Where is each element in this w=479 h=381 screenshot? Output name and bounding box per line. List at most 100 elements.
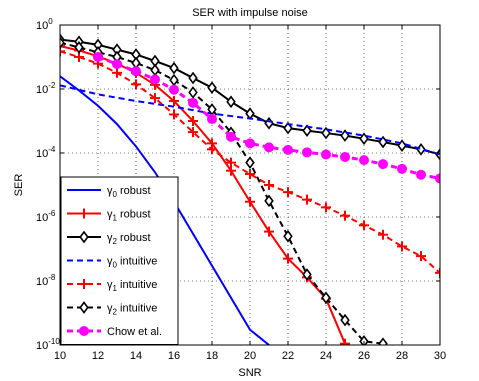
data-point [169,84,179,95]
x-tick-label: 12 [92,350,104,362]
legend-label: γ0 robust [107,185,151,199]
data-point [226,95,236,109]
data-point [245,196,255,207]
data-point [264,180,274,190]
data-point [264,194,274,208]
data-point [79,326,89,336]
legend: γ0 robust γ1 robust γ2 robust γ0 intuitive γ… [60,176,179,345]
data-point [283,121,293,135]
data-point [302,124,312,137]
x-tick-label: 16 [168,350,180,362]
data-point [359,220,369,231]
data-point [378,229,388,240]
data-point [207,114,217,125]
data-point [340,313,350,327]
data-point [79,230,89,244]
legend-entry: γ1 robust [67,208,151,223]
x-tick-label: 14 [130,350,142,362]
data-point [112,59,122,70]
x-tick-label: 22 [282,350,294,362]
data-point [435,267,440,278]
series-layer [60,33,440,345]
data-point [283,144,293,155]
data-point [188,97,198,108]
data-point [283,253,293,264]
chart-title: SER with impulse noise [192,7,308,19]
x-axis-label: SNR [238,367,261,379]
y-tick-label: 10-2 [36,81,56,96]
data-point [188,127,198,138]
data-point [397,163,407,174]
y-tick-label: 10-6 [36,209,56,224]
data-point [321,202,331,213]
data-point [226,131,236,142]
legend-entry: γ2 robust [67,230,151,246]
data-point [60,41,65,52]
data-point [131,66,141,77]
legend-label: γ2 intuitive [107,303,157,317]
x-tick-label: 30 [434,350,446,362]
x-tick-label: 18 [206,350,218,362]
series-chow-et-al- [93,52,440,184]
data-point [93,52,103,62]
data-point [340,151,350,162]
legend-entry: γ0 intuitive [67,256,157,270]
legend-entry: γ1 intuitive [67,279,157,293]
series-line [60,45,346,345]
data-point [150,63,160,77]
data-point [302,268,312,281]
data-point [416,251,426,262]
data-point [359,335,369,345]
series--1-intuitive [60,46,440,278]
data-point [188,116,198,126]
data-point [302,147,312,158]
data-point [264,142,274,153]
data-point [226,157,236,168]
data-point [302,194,312,205]
x-tick-label: 26 [358,350,370,362]
data-point [283,229,293,243]
y-tick-label: 10-10 [36,337,60,352]
data-point [60,36,65,50]
data-point [131,79,141,90]
data-point [378,159,388,170]
y-tick-label: 10-4 [36,145,56,160]
data-point [378,337,388,345]
data-point [340,210,350,221]
data-point [150,74,160,85]
legend-label: γ1 robust [107,209,151,223]
legend-label: γ2 robust [107,232,151,246]
data-point [207,81,217,95]
data-point [245,138,255,149]
data-point [112,67,122,78]
data-point [188,71,198,85]
x-tick-label: 20 [244,350,256,362]
data-point [169,61,179,75]
data-point [359,155,369,166]
data-point [60,46,65,57]
data-point [416,143,426,156]
series--0-intuitive [60,84,440,156]
x-tick-label: 10 [54,350,66,362]
data-point [245,169,255,180]
data-point [207,144,217,155]
data-point [416,169,426,180]
data-point [321,291,331,305]
series-line [60,84,440,156]
data-point [79,208,89,219]
axis-ticks: 10 12 14 16 18 20 22 24 26 28 30 100 10-2 10-4 10-6 10-… [36,17,446,362]
x-tick-label: 28 [396,350,408,362]
y-axis-label: SER [13,174,25,197]
data-point [79,279,89,289]
data-point [169,96,179,107]
data-point [264,116,274,130]
data-point [150,93,160,104]
data-point [321,149,331,160]
legend-entry: Chow et al. [67,326,162,338]
data-point [74,41,84,54]
data-point [435,173,440,184]
data-point [79,301,89,314]
data-point [245,156,255,169]
legend-label: Chow et al. [107,326,162,338]
